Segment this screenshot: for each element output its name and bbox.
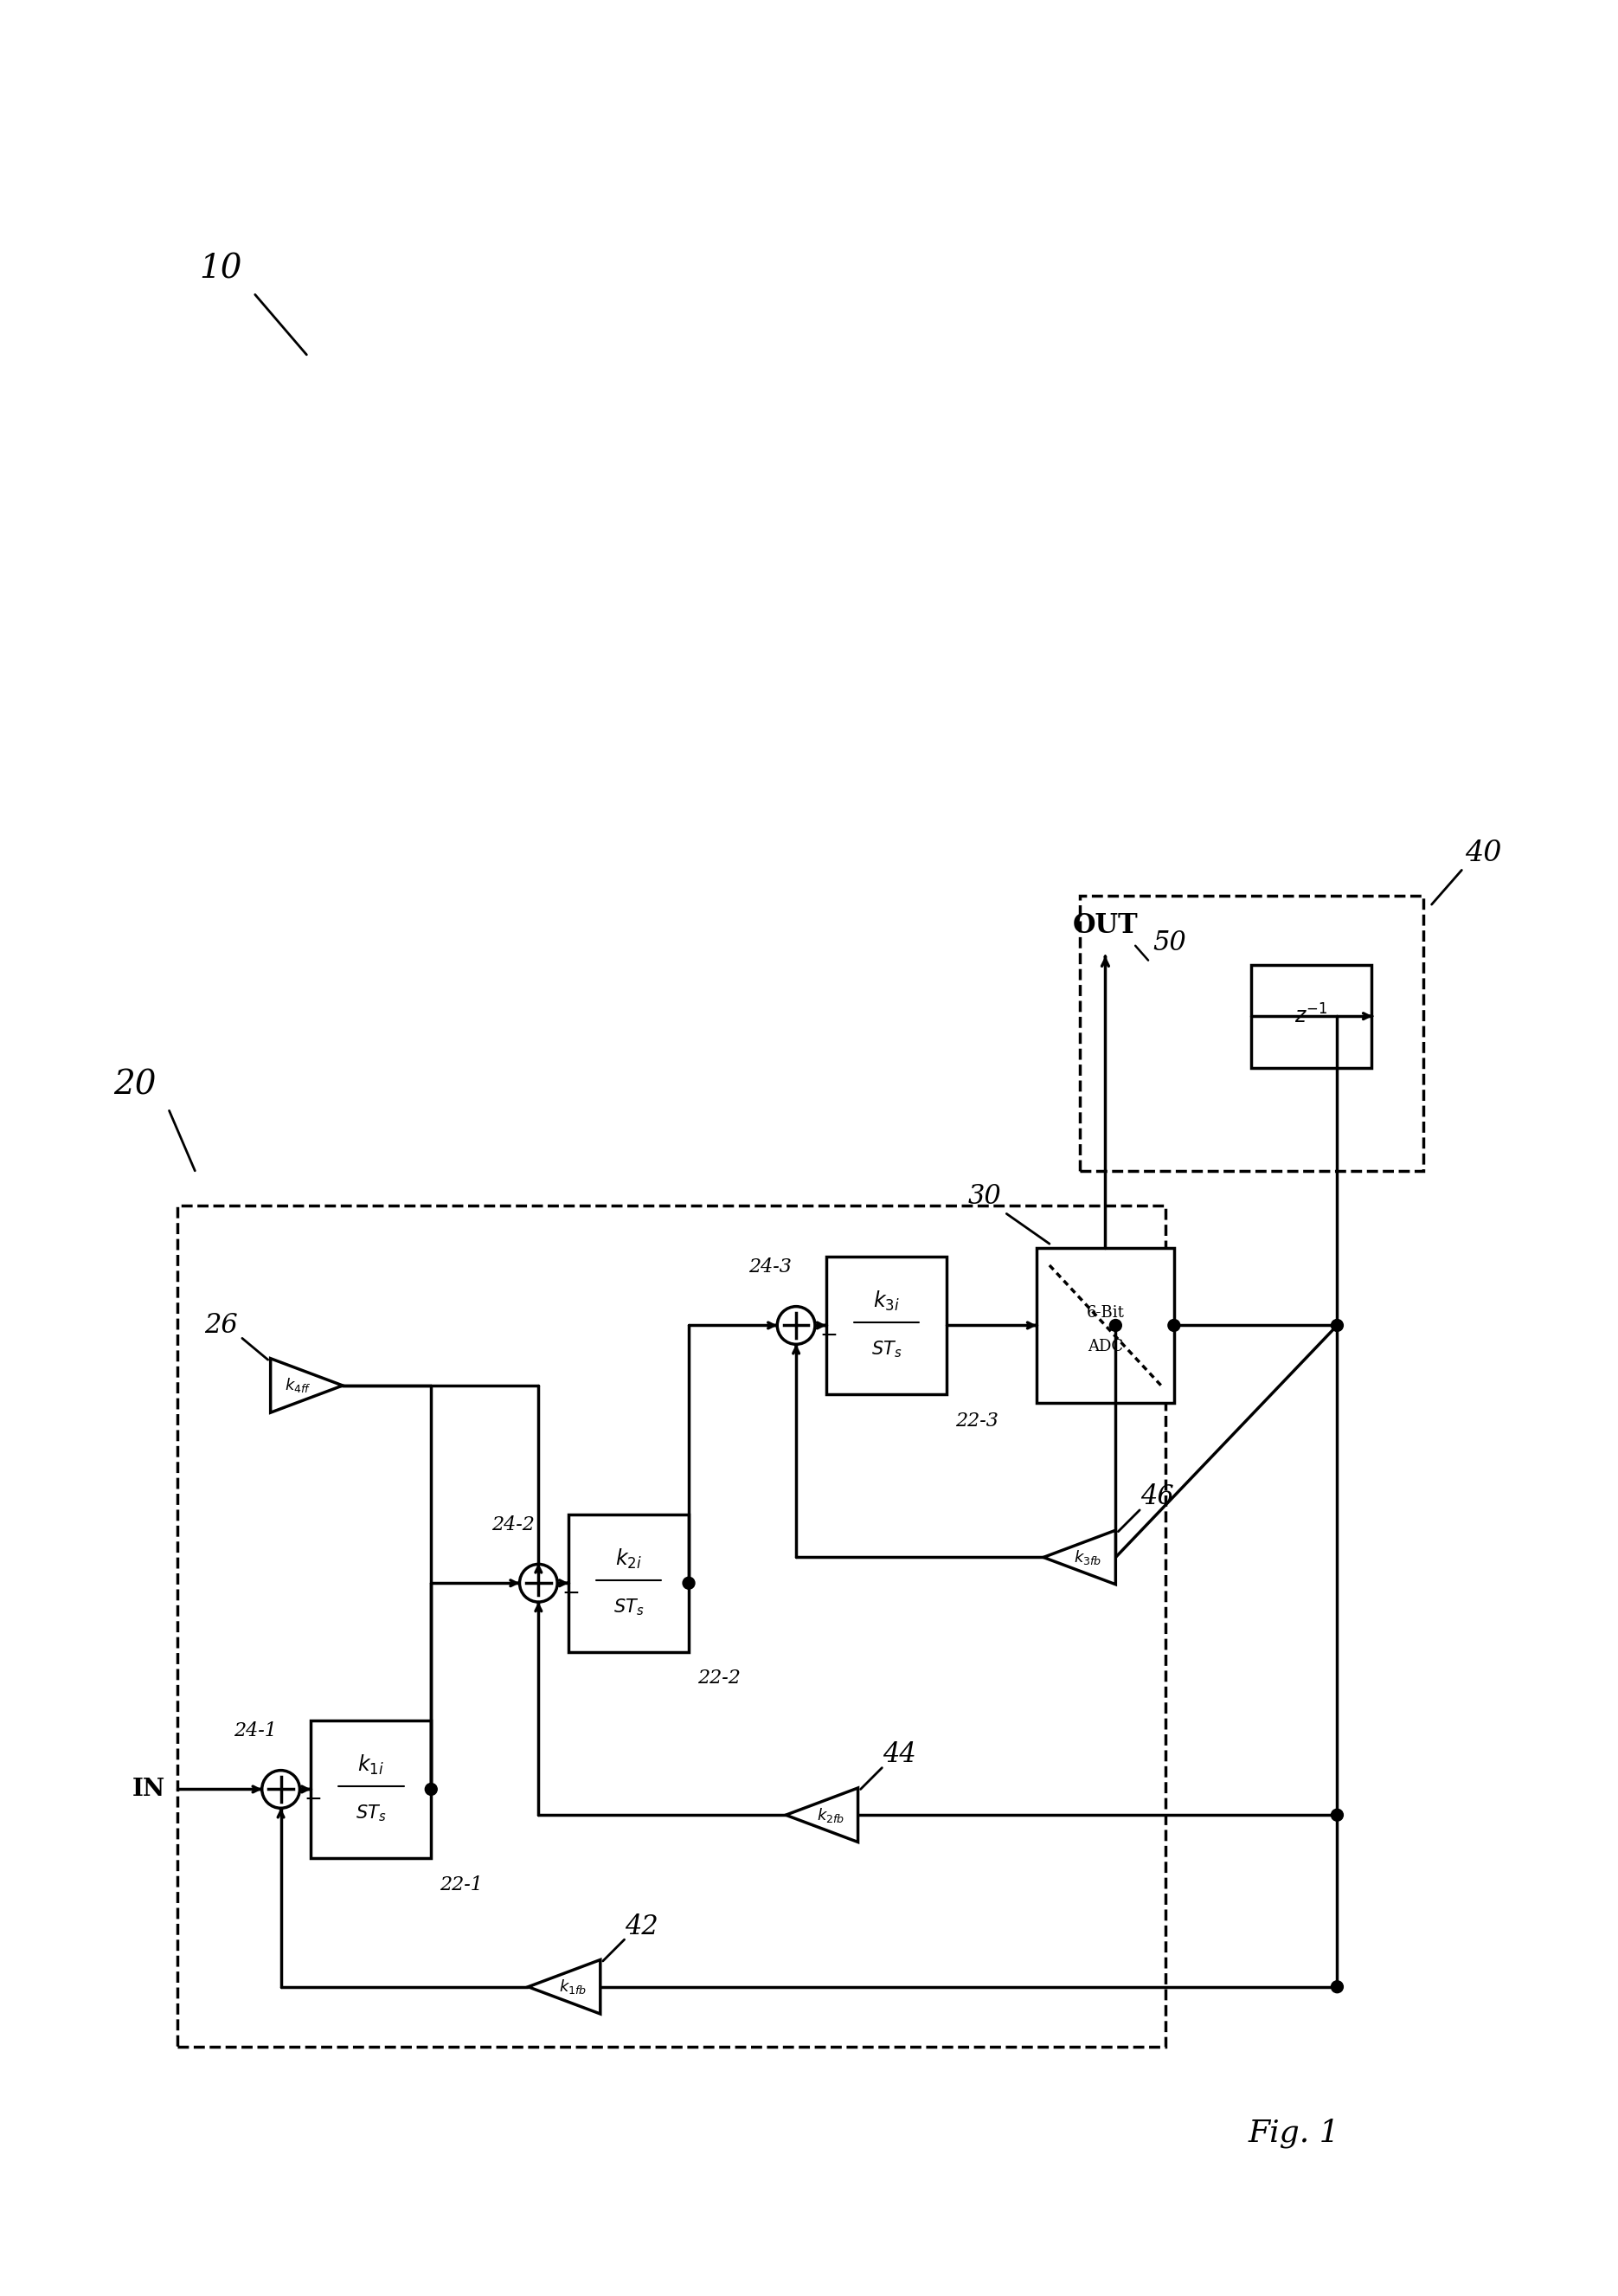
Text: $k_{2fb}$: $k_{2fb}$ [817,1807,845,1823]
Circle shape [1168,1320,1180,1332]
Text: $k_{1i}$: $k_{1i}$ [358,1754,385,1777]
Text: 26: 26 [204,1311,238,1339]
Text: 24-3: 24-3 [749,1258,791,1277]
Polygon shape [527,1961,600,2014]
Circle shape [683,1577,694,1589]
Text: ADC: ADC [1087,1339,1123,1355]
Circle shape [262,1770,299,1809]
Text: 42: 42 [625,1913,659,1940]
Text: 22-3: 22-3 [955,1412,998,1430]
Text: −: − [561,1582,579,1605]
Text: $k_{2i}$: $k_{2i}$ [615,1548,642,1570]
Bar [1037,1249,1175,1403]
Text: 22-1: 22-1 [440,1876,482,1894]
Text: 6-Bit: 6-Bit [1086,1304,1125,1320]
Text: $k_{3i}$: $k_{3i}$ [874,1290,900,1313]
Bar [827,1256,947,1394]
Text: $ST_s$: $ST_s$ [356,1802,387,1823]
Bar [1251,964,1372,1068]
Circle shape [1332,1981,1343,1993]
Text: 44: 44 [882,1740,916,1768]
Polygon shape [1044,1529,1115,1584]
Circle shape [1110,1320,1121,1332]
Circle shape [1332,1320,1343,1332]
Text: $ST_s$: $ST_s$ [870,1339,901,1359]
Text: IN: IN [131,1777,165,1800]
Text: OUT: OUT [1073,912,1137,939]
Circle shape [426,1784,437,1795]
Polygon shape [270,1359,343,1412]
Text: −: − [819,1325,838,1345]
Text: 46: 46 [1141,1483,1173,1511]
Text: −: − [304,1789,322,1809]
Text: $k_{1fb}$: $k_{1fb}$ [558,1977,587,1995]
Bar [311,1720,430,1857]
Circle shape [519,1564,557,1603]
Text: 24-2: 24-2 [492,1515,534,1534]
Text: 22-2: 22-2 [697,1669,741,1688]
Bar [568,1515,689,1651]
Polygon shape [786,1789,858,1841]
Text: $z^{-1}$: $z^{-1}$ [1294,1003,1328,1029]
Text: 40: 40 [1464,838,1502,868]
Text: 50: 50 [1152,930,1186,957]
Text: 10: 10 [199,253,243,285]
Bar [178,1205,1165,2048]
Circle shape [1332,1809,1343,1821]
Text: 20: 20 [113,1070,157,1100]
Text: Fig. 1: Fig. 1 [1249,2117,1340,2147]
Text: 30: 30 [968,1182,1002,1210]
Text: $k_{3fb}$: $k_{3fb}$ [1074,1548,1102,1566]
Text: $k_{4ff}$: $k_{4ff}$ [285,1375,311,1394]
Text: 24-1: 24-1 [233,1722,277,1740]
Text: $ST_s$: $ST_s$ [613,1598,644,1616]
Circle shape [777,1306,815,1343]
Bar [1079,895,1424,1171]
